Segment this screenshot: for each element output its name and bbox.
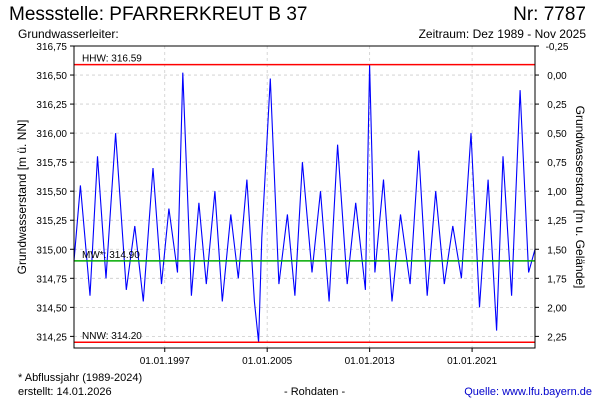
station-number: Nr: 7787 [513, 4, 586, 25]
plot-frame [73, 45, 536, 349]
y-ticks-left: 316,75 316,50 316,25 316,00 315,75 315,50 315,… [36, 42, 74, 343]
x-tick-label: 01.01.2013 [345, 356, 395, 367]
reference-line-label: HHW: 316.59 [82, 54, 142, 65]
aquifer-label: Grundwasserleiter: [18, 27, 119, 41]
y-tick-right-label: 0,75 [547, 158, 567, 169]
y-tick-label: 314,50 [36, 303, 67, 314]
series-layer [73, 64, 536, 343]
grid [74, 45, 535, 348]
x-tick-label: 01.01.2005 [242, 356, 292, 367]
page-title: Messstelle: PFARRERKREUT B 37 [9, 4, 308, 25]
y-tick-label: 315,00 [36, 245, 67, 256]
reference-lines: HHW: 316.59 MW*: 314.90 NNW: 314.20 [74, 54, 535, 343]
y-tick-right-label: 0,00 [547, 71, 567, 82]
y-tick-label: 316,75 [36, 42, 67, 53]
y-tick-label: 315,50 [36, 187, 67, 198]
series-line-groundwater [73, 64, 536, 343]
created-date: erstellt: 14.01.2026 [18, 386, 112, 398]
y-tick-right-label: 1,75 [547, 274, 567, 285]
y-axis-title-right: Grundwasserstand [m u. Gelände] [573, 106, 587, 289]
y-tick-label: 314,75 [36, 274, 67, 285]
y-tick-label: 316,25 [36, 100, 67, 111]
y-tick-label: 315,75 [36, 158, 67, 169]
reference-line-label: MW*: 314.90 [82, 250, 140, 261]
data-type-label: - Rohdaten - [284, 386, 346, 398]
y-tick-right-label: 0,50 [547, 129, 567, 140]
y-tick-label: 316,50 [36, 71, 67, 82]
x-ticks: 01.01.1997 01.01.2005 01.01.2013 01.01.2021 [140, 348, 498, 367]
source-link[interactable]: Quelle: www.lfu.bayern.de [464, 386, 592, 398]
y-tick-label: 316,00 [36, 129, 67, 140]
y-tick-right-label: 0,25 [547, 100, 567, 111]
y-ticks-right: -0,25 0,00 0,25 0,50 0,75 1,00 1,25 1,50 1,75 2,0… [535, 42, 569, 343]
y-tick-right-label: 2,25 [547, 332, 567, 343]
y-tick-right-label: 2,00 [547, 303, 567, 314]
y-tick-right-label: 1,50 [547, 245, 567, 256]
footnote: * Abflussjahr (1989-2024) [18, 372, 143, 384]
y-tick-label: 315,25 [36, 216, 67, 227]
y-tick-right-label: 1,00 [547, 187, 567, 198]
y-tick-right-label: 1,25 [547, 216, 567, 227]
y-axis-title-left: Grundwasserstand [m ü. NN] [15, 120, 29, 275]
y-tick-label: 314,25 [36, 332, 67, 343]
reference-line-label: NNW: 314.20 [82, 331, 142, 342]
y-tick-right-label: -0,25 [546, 42, 569, 53]
x-tick-label: 01.01.2021 [447, 356, 497, 367]
period-label: Zeitraum: Dez 1989 - Nov 2025 [418, 27, 586, 41]
x-tick-label: 01.01.1997 [140, 356, 190, 367]
